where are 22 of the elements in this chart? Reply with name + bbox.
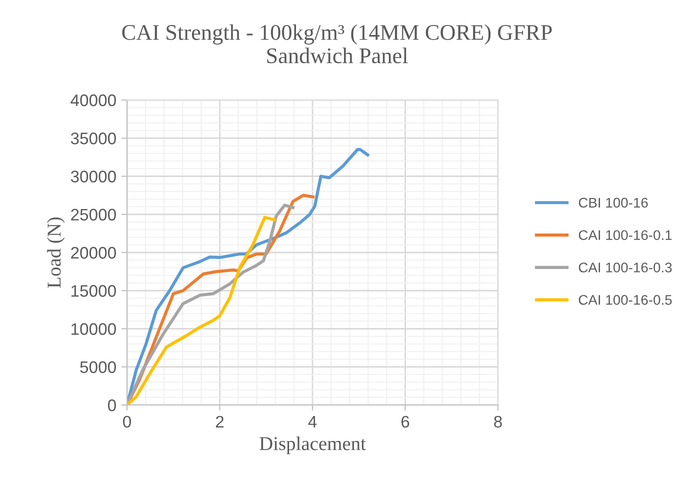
x-tick-label: 0 bbox=[123, 416, 131, 428]
chart-title: CAI Strength - 100kg/m³ (14MM CORE) GFRP Sandwich Panel bbox=[122, 24, 552, 64]
y-tick-label: 20000 bbox=[71, 246, 116, 259]
x-tick-label: 2 bbox=[216, 416, 224, 428]
y-tick-label: 35000 bbox=[70, 132, 116, 144]
x-tick-label: 8 bbox=[494, 416, 502, 428]
x-axis-title: Displacement bbox=[260, 436, 366, 454]
y-tick-label: 10000 bbox=[72, 323, 116, 335]
line-series bbox=[127, 216, 276, 405]
legend-label: CBI 100-16 bbox=[578, 198, 648, 208]
y-tick-label: 0 bbox=[108, 399, 116, 412]
x-tick-label: 6 bbox=[401, 416, 410, 428]
legend-label: CAI 100-16-0.1 bbox=[578, 230, 672, 240]
legend-label: CAI 100-16-0.5 bbox=[578, 294, 672, 305]
legend-label: CAI 100-16-0.3 bbox=[578, 262, 672, 272]
x-tick-label: 4 bbox=[308, 416, 317, 428]
y-tick-label: 5000 bbox=[80, 361, 116, 374]
y-tick-label: 30000 bbox=[70, 170, 116, 182]
y-axis-title: Load (N) bbox=[47, 217, 65, 288]
y-tick-label: 15000 bbox=[72, 285, 116, 297]
y-tick-label: 40000 bbox=[70, 94, 116, 106]
y-tick-label: 25000 bbox=[71, 208, 116, 221]
